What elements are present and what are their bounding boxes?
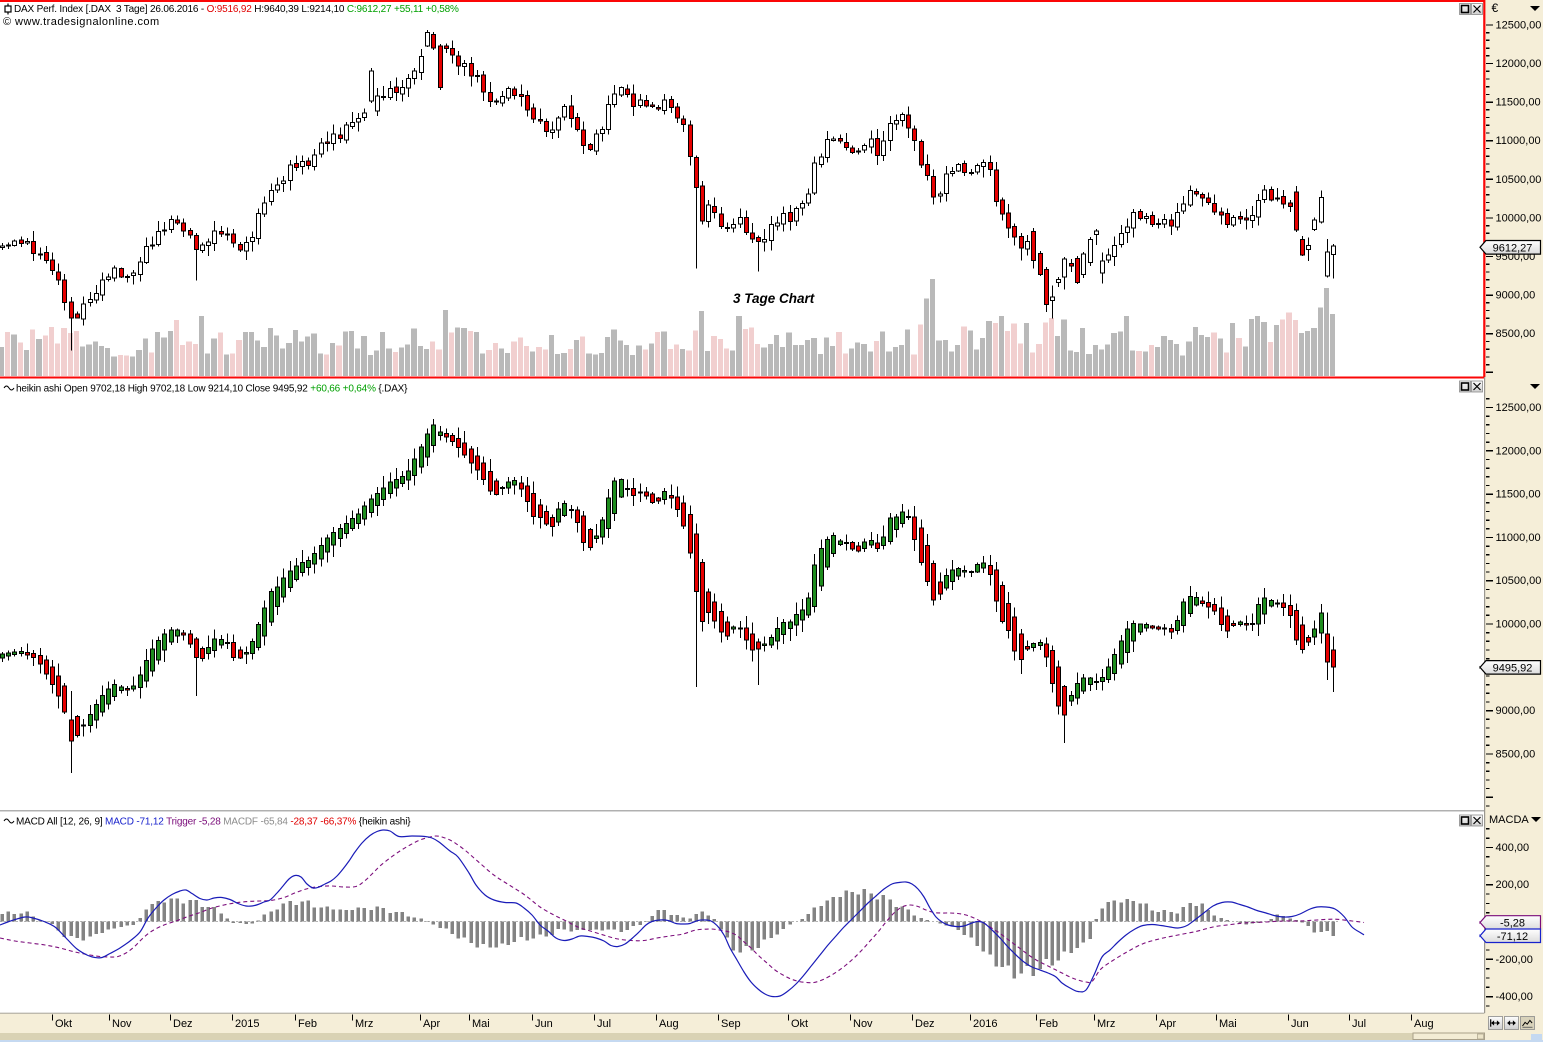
svg-text:12500,00: 12500,00 [1496, 402, 1542, 414]
svg-text:-5,28: -5,28 [1500, 918, 1525, 930]
svg-text:DAX Perf. Index [.DAX 3 Tage]: DAX Perf. Index [.DAX 3 Tage] 26.06.2016… [14, 4, 459, 15]
svg-text:-400,00: -400,00 [1496, 991, 1533, 1003]
svg-text:11500,00: 11500,00 [1496, 489, 1541, 501]
svg-text:Apr: Apr [423, 1018, 440, 1030]
svg-text:11000,00: 11000,00 [1496, 135, 1541, 147]
svg-text:Feb: Feb [1039, 1018, 1058, 1030]
svg-text:Okt: Okt [791, 1018, 808, 1030]
svg-text:12000,00: 12000,00 [1496, 445, 1542, 457]
svg-text:-71,12: -71,12 [1497, 931, 1528, 943]
svg-text:Mai: Mai [472, 1018, 490, 1030]
svg-text:Mai: Mai [1219, 1018, 1237, 1030]
svg-text:© www.tradesignalonline.com: © www.tradesignalonline.com [3, 16, 160, 28]
svg-text:Aug: Aug [659, 1018, 679, 1030]
svg-text:Jun: Jun [535, 1018, 553, 1030]
svg-text:12000,00: 12000,00 [1496, 58, 1542, 70]
svg-text:3 Tage Chart: 3 Tage Chart [733, 291, 815, 306]
svg-text:Sep: Sep [721, 1018, 741, 1030]
svg-text:9612,27: 9612,27 [1493, 242, 1533, 254]
svg-text:Dez: Dez [173, 1018, 193, 1030]
svg-text:2016: 2016 [973, 1018, 997, 1030]
svg-text:2015: 2015 [235, 1018, 259, 1030]
svg-text:Feb: Feb [298, 1018, 317, 1030]
svg-text:-200,00: -200,00 [1496, 954, 1533, 966]
svg-text:Jun: Jun [1291, 1018, 1309, 1030]
svg-text:9495,92: 9495,92 [1493, 662, 1533, 674]
svg-text:10500,00: 10500,00 [1496, 174, 1542, 186]
svg-text:11500,00: 11500,00 [1496, 97, 1541, 109]
svg-text:Aug: Aug [1414, 1018, 1434, 1030]
svg-text:Jul: Jul [1352, 1018, 1366, 1030]
svg-text:8500,00: 8500,00 [1496, 748, 1536, 760]
svg-text:Apr: Apr [1159, 1018, 1176, 1030]
svg-text:12500,00: 12500,00 [1496, 19, 1542, 31]
svg-text:Jul: Jul [597, 1018, 611, 1030]
svg-text:Nov: Nov [112, 1018, 132, 1030]
svg-text:MACD All [12, 26, 9] MACD -71,: MACD All [12, 26, 9] MACD -71,12 Trigger… [16, 817, 411, 828]
svg-text:10000,00: 10000,00 [1496, 212, 1542, 224]
svg-text:Mrz: Mrz [1097, 1018, 1115, 1030]
svg-text:10000,00: 10000,00 [1496, 619, 1542, 631]
svg-text:200,00: 200,00 [1496, 879, 1530, 891]
svg-text:9000,00: 9000,00 [1496, 290, 1536, 302]
svg-text:heikin ashi Open 9702,18 High: heikin ashi Open 9702,18 High 9702,18 Lo… [16, 384, 408, 395]
svg-text:10500,00: 10500,00 [1496, 575, 1542, 587]
svg-text:Okt: Okt [55, 1018, 72, 1030]
svg-text:9000,00: 9000,00 [1496, 705, 1536, 717]
svg-text:€: € [1492, 1, 1499, 15]
svg-text:Dez: Dez [915, 1018, 935, 1030]
svg-text:11000,00: 11000,00 [1496, 532, 1541, 544]
svg-text:Mrz: Mrz [355, 1018, 373, 1030]
svg-text:8500,00: 8500,00 [1496, 328, 1536, 340]
svg-text:MACDA: MACDA [1489, 814, 1529, 826]
svg-text:400,00: 400,00 [1496, 842, 1530, 854]
svg-text:Nov: Nov [853, 1018, 873, 1030]
